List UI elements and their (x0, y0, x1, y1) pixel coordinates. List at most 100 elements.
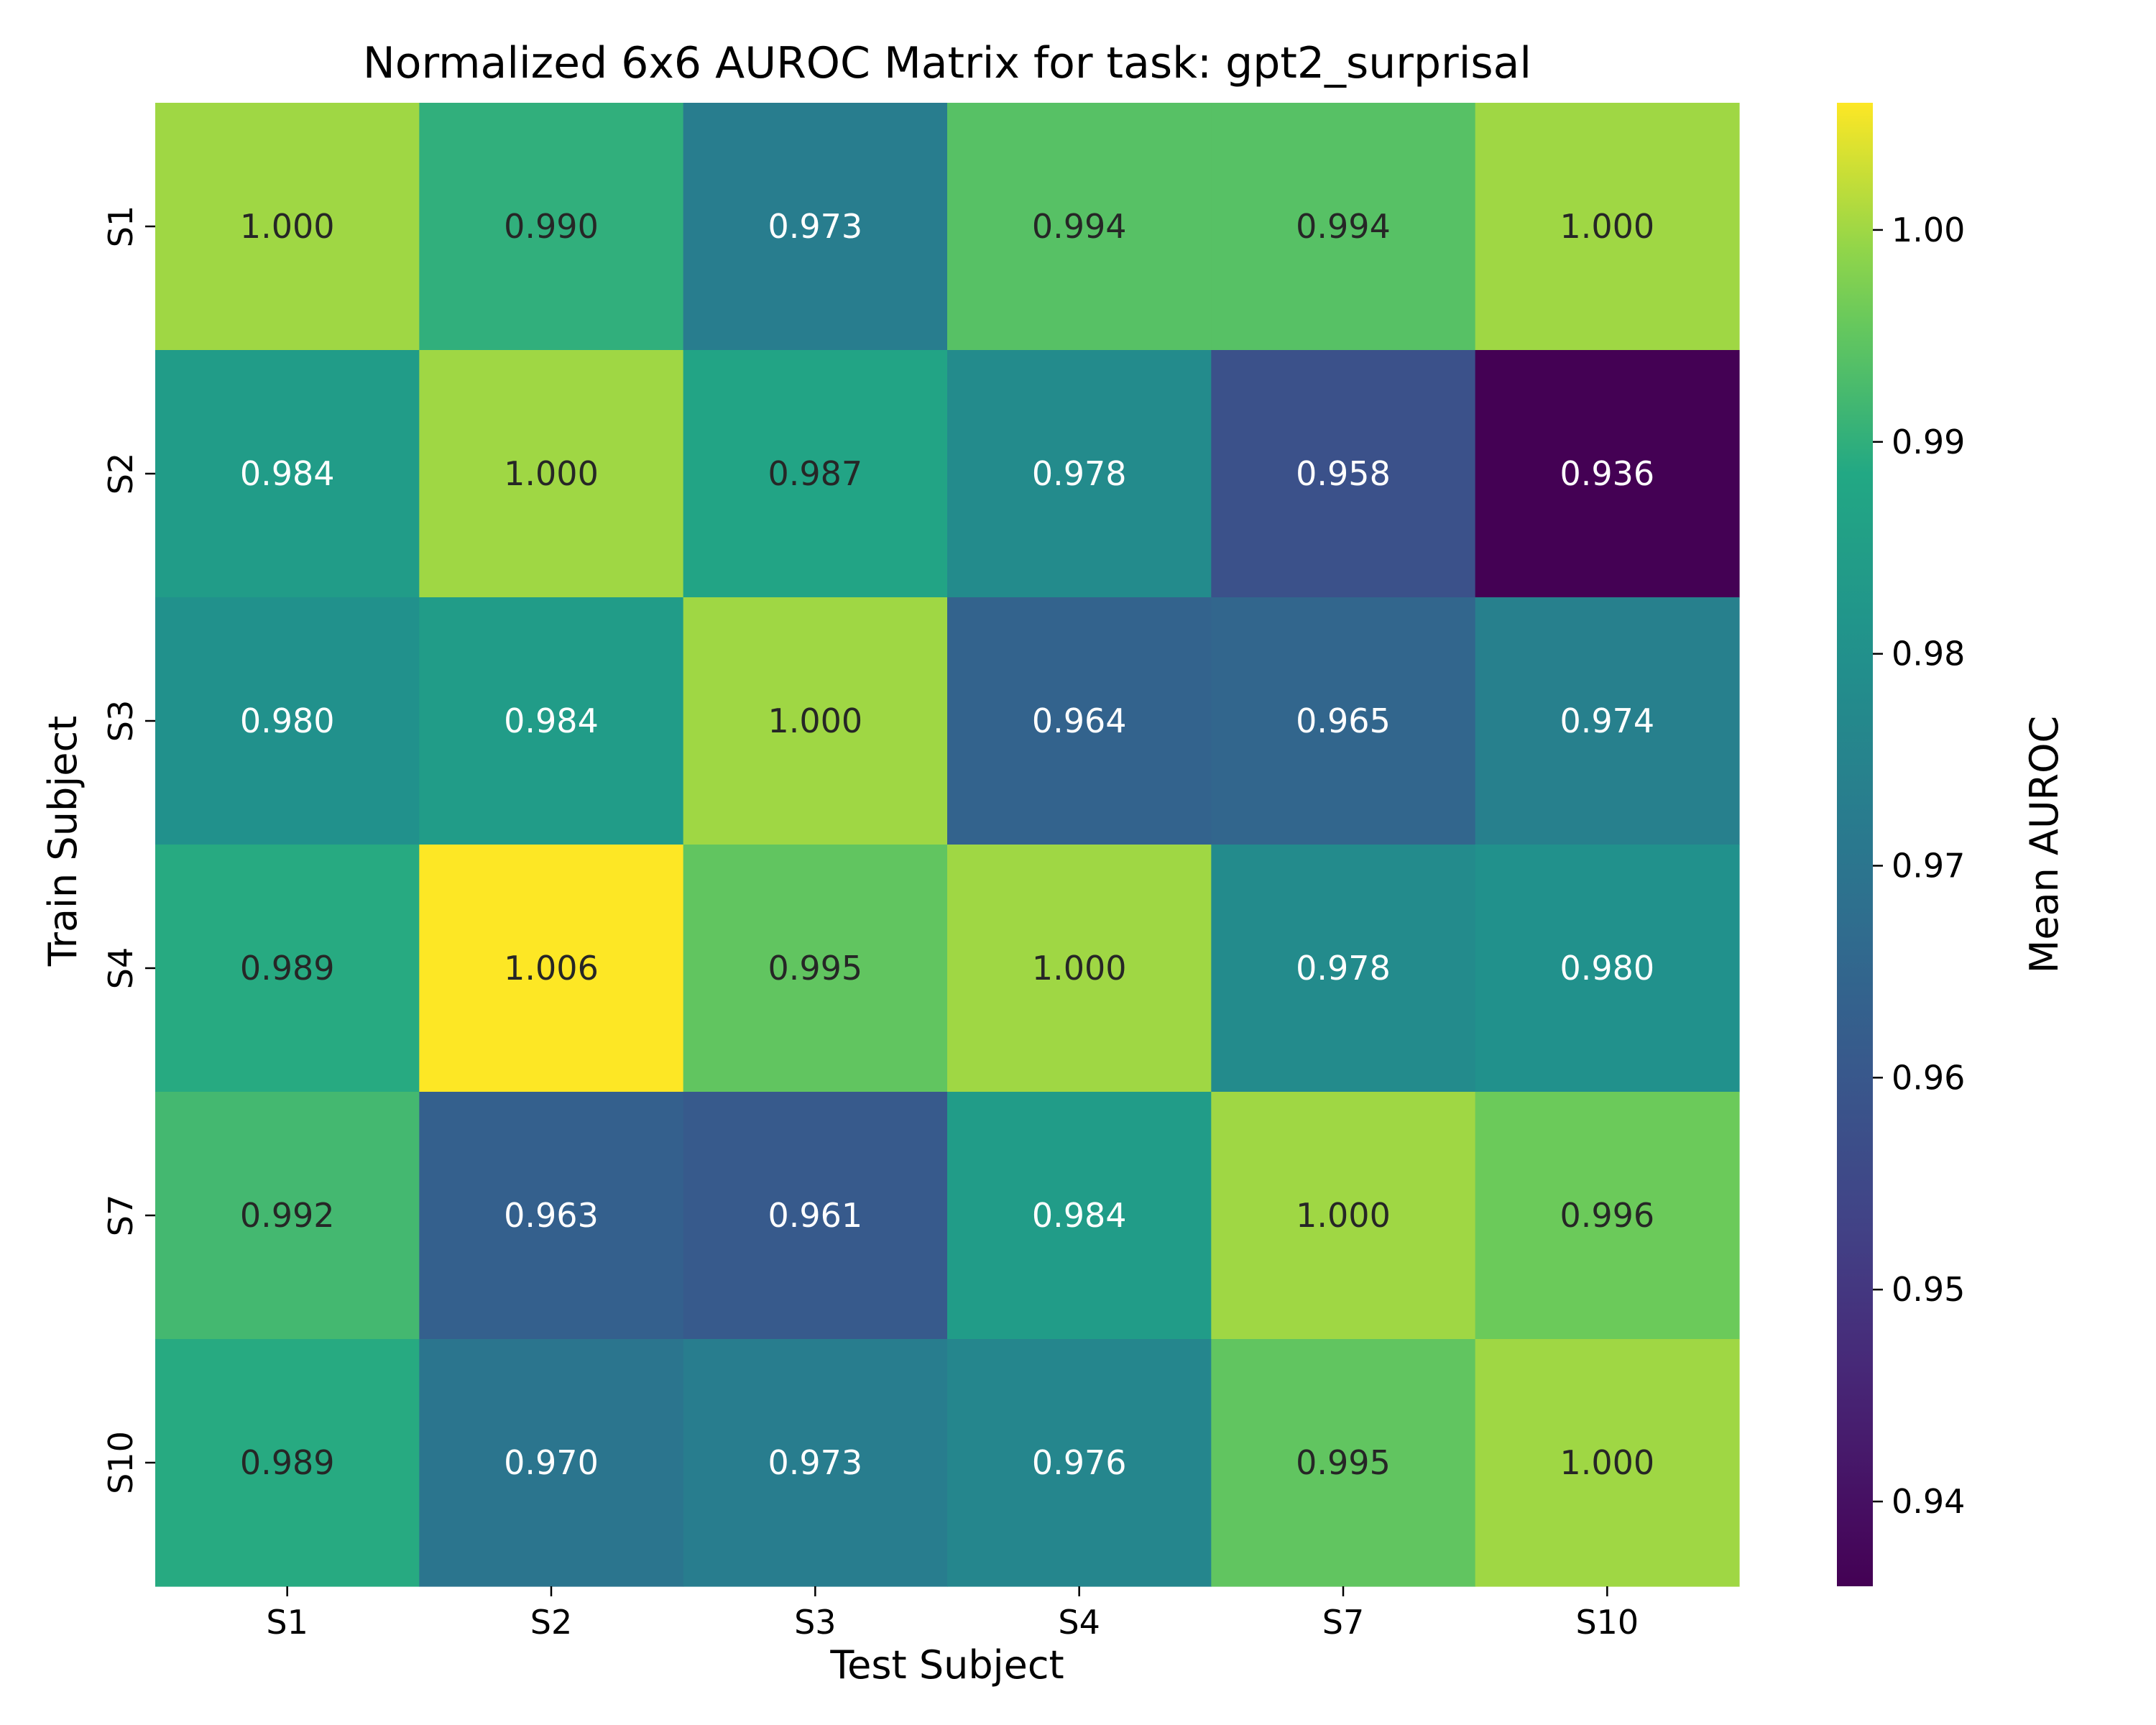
colorbar-tick-label: 1.00 (1892, 211, 1965, 249)
x-tick-label: S1 (266, 1603, 308, 1642)
cell-value-label: 0.961 (768, 1196, 862, 1235)
cell-value-label: 1.000 (1296, 1196, 1391, 1235)
heatmap-cell (419, 1339, 684, 1587)
colorbar-tick-label: 0.99 (1892, 423, 1965, 461)
x-axis: S1 S2 S3 S4 S7 S10 (266, 1586, 1639, 1642)
colorbar-tick-label: 0.94 (1892, 1482, 1965, 1521)
x-axis-label: Test Subject (829, 1642, 1064, 1688)
heatmap-cell (1211, 1092, 1476, 1340)
cell-value-label: 0.995 (1296, 1443, 1391, 1482)
cell-value-label: 0.976 (1032, 1443, 1127, 1482)
colorbar-label: Mean AUROC (2022, 716, 2067, 974)
heatmap-cell (1211, 597, 1476, 845)
colorbar-ticks: 0.94 0.95 0.96 0.97 0.98 0.99 1.00 (1873, 211, 1965, 1521)
cell-value-label: 0.980 (1560, 949, 1654, 988)
cell-value-label: 0.996 (1560, 1196, 1654, 1235)
y-tick-label: S7 (101, 1195, 140, 1236)
heatmap-cell (683, 1339, 948, 1587)
heatmap-cell (683, 350, 948, 598)
x-tick-label: S2 (530, 1603, 572, 1642)
y-tick-label: S4 (101, 947, 140, 989)
cell-value-label: 0.965 (1296, 702, 1391, 740)
heatmap-cell (155, 350, 420, 598)
heatmap-cell (1211, 103, 1476, 351)
cell-value-label: 0.990 (504, 207, 599, 246)
heatmap-cells (155, 103, 1740, 1587)
cell-value-label: 0.974 (1560, 702, 1654, 740)
y-tick-label: S3 (101, 700, 140, 742)
cell-value-label: 0.995 (768, 949, 862, 988)
heatmap-cell (683, 103, 948, 351)
heatmap-cell (1475, 845, 1740, 1092)
x-tick-label: S7 (1322, 1603, 1364, 1642)
heatmap-cell (683, 1092, 948, 1340)
colorbar-tick-label: 0.96 (1892, 1058, 1965, 1097)
colorbar-tick-label: 0.95 (1892, 1270, 1965, 1309)
cell-value-label: 0.989 (240, 1443, 335, 1482)
heatmap-cell (1475, 597, 1740, 845)
y-axis: S1 S2 S3 S4 S7 S10 (101, 206, 155, 1494)
cell-value-label: 0.994 (1296, 207, 1391, 246)
colorbar-tick-label: 0.98 (1892, 635, 1965, 673)
heatmap-cell (947, 350, 1212, 598)
heatmap-cell (947, 1092, 1212, 1340)
y-tick-label: S2 (101, 453, 140, 494)
heatmap-cell (419, 845, 684, 1092)
heatmap-cell (947, 597, 1212, 845)
heatmap-cell (1475, 1339, 1740, 1587)
cell-value-label: 1.000 (504, 454, 599, 493)
heatmap-cell (1211, 350, 1476, 598)
cell-value-label: 1.006 (504, 949, 599, 988)
heatmap-cell (947, 1339, 1212, 1587)
heatmap-cell (1211, 1339, 1476, 1587)
heatmap-cell (1475, 1092, 1740, 1340)
x-tick-label: S10 (1575, 1603, 1639, 1642)
cell-value-label: 0.978 (1032, 454, 1127, 493)
heatmap-cell (419, 350, 684, 598)
heatmap-cell (1475, 350, 1740, 598)
heatmap-cell (947, 845, 1212, 1092)
chart-title: Normalized 6x6 AUROC Matrix for task: gp… (363, 38, 1531, 88)
cell-value-label: 0.984 (504, 702, 599, 740)
cell-value-label: 0.936 (1560, 454, 1654, 493)
heatmap-cell (155, 1092, 420, 1340)
cell-value-labels: 1.000 0.990 0.973 0.994 0.994 1.000 0.984 1.000… (240, 207, 1654, 1482)
heatmap-cell (1211, 845, 1476, 1092)
cell-value-label: 1.000 (240, 207, 335, 246)
cell-value-label: 0.989 (240, 949, 335, 988)
heatmap-cell (1475, 103, 1740, 351)
cell-value-label: 0.992 (240, 1196, 335, 1235)
x-tick-label: S4 (1058, 1603, 1100, 1642)
heatmap-cell (155, 845, 420, 1092)
cell-value-label: 1.000 (1032, 949, 1127, 988)
heatmap-cell (947, 103, 1212, 351)
cell-value-label: 0.978 (1296, 949, 1391, 988)
cell-value-label: 0.984 (1032, 1196, 1127, 1235)
y-tick-label: S1 (101, 206, 140, 247)
heatmap-cell (155, 103, 420, 351)
colorbar (1837, 103, 1873, 1586)
cell-value-label: 0.973 (768, 207, 862, 246)
cell-value-label: 1.000 (1560, 1443, 1654, 1482)
heatmap-cell (419, 1092, 684, 1340)
cell-value-label: 1.000 (768, 702, 862, 740)
heatmap-cell (155, 597, 420, 845)
heatmap-cell (419, 597, 684, 845)
y-axis-label: Train Subject (40, 716, 86, 967)
heatmap-cell (419, 103, 684, 351)
cell-value-label: 0.987 (768, 454, 862, 493)
cell-value-label: 0.994 (1032, 207, 1127, 246)
cell-value-label: 0.984 (240, 454, 335, 493)
colorbar-tick-label: 0.97 (1892, 846, 1965, 885)
heatmap-cell (683, 597, 948, 845)
x-tick-label: S3 (794, 1603, 836, 1642)
cell-value-label: 0.973 (768, 1443, 862, 1482)
heatmap-cell (155, 1339, 420, 1587)
cell-value-label: 0.958 (1296, 454, 1391, 493)
cell-value-label: 0.970 (504, 1443, 599, 1482)
heatmap-cell (683, 845, 948, 1092)
cell-value-label: 0.980 (240, 702, 335, 740)
cell-value-label: 0.963 (504, 1196, 599, 1235)
cell-value-label: 0.964 (1032, 702, 1127, 740)
